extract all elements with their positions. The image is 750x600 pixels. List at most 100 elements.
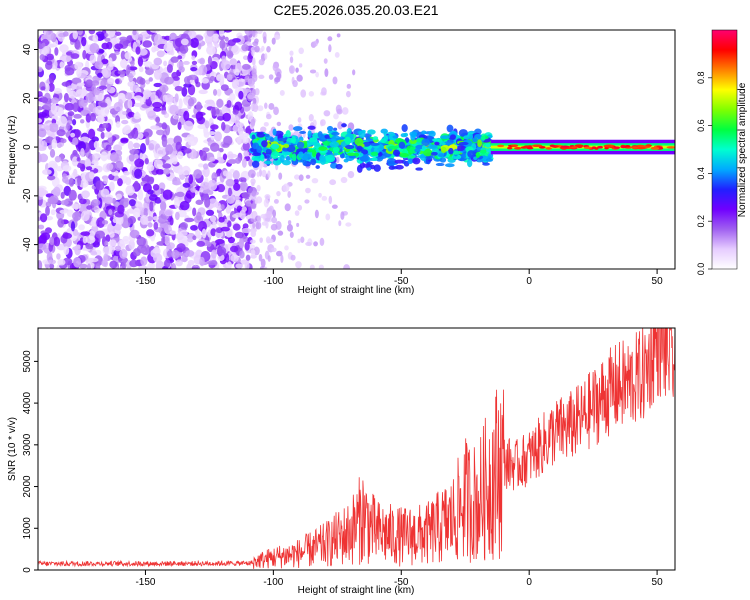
spectrogram-speckle [39, 213, 48, 223]
x-tick-label: 0 [526, 577, 532, 588]
spectrogram-speckle [331, 204, 338, 209]
spectrogram-speckle [89, 171, 95, 180]
spectrogram-speckle [147, 262, 154, 269]
spectrogram-speckle [73, 168, 78, 177]
spectrogram-line-peak [603, 144, 612, 148]
spectrogram-speckle [92, 34, 99, 43]
spectrogram-speckle [258, 254, 263, 262]
spectrogram-speckle [148, 143, 155, 151]
spectrogram-speckle [129, 229, 140, 239]
spectrogram-speckle [76, 82, 85, 87]
spectrogram-speckle [114, 43, 124, 50]
spectrogram-speckle [220, 84, 229, 92]
spectrogram-speckle [250, 249, 256, 256]
spectrogram-speckle [209, 75, 216, 82]
spectrogram-band-blob [307, 148, 314, 153]
spectrogram-line-peak [574, 144, 584, 147]
spectrogram-band-blob [356, 164, 363, 173]
spectrogram-speckle [148, 194, 158, 202]
spectrogram-speckle [226, 74, 233, 81]
spectrogram-band-blob [307, 130, 312, 138]
spectrogram-speckle [251, 68, 257, 77]
spectrogram-speckle [338, 220, 342, 227]
spectrogram-speckle [196, 211, 202, 221]
spectrogram-speckle [209, 215, 217, 223]
spectrogram-speckle [226, 50, 234, 59]
spectrogram-speckle [266, 46, 271, 53]
spectrogram-speckle [229, 58, 237, 66]
spectrogram-speckle [195, 111, 204, 121]
spectrogram-band-blob [277, 137, 287, 142]
spectrogram-speckle [175, 191, 185, 198]
spectrogram-speckle [150, 125, 160, 130]
spectrogram-speckle [118, 256, 128, 264]
spectrogram-line-peak [636, 146, 646, 150]
spectrogram-speckle [209, 156, 216, 162]
spectrogram-speckle [324, 68, 329, 78]
spectrogram-speckle [139, 77, 146, 85]
spectrogram-speckle [164, 259, 171, 268]
spectrogram-speckle [313, 241, 318, 247]
spectrogram-speckle [268, 74, 274, 80]
spectrogram-speckle [179, 222, 188, 230]
spectrogram-speckle [121, 261, 127, 269]
spectrogram-band-blob [467, 150, 475, 158]
spectrogram-y-ticks: -40 -20 0 20 40 [22, 44, 38, 252]
spectrogram-speckle [298, 63, 303, 68]
spectrogram-speckle [214, 131, 222, 142]
spectrogram-speckle [136, 236, 147, 247]
spectrogram-speckle [38, 260, 43, 269]
spectrogram-speckle [180, 256, 188, 263]
spectrogram-speckle [260, 126, 267, 133]
spectrogram-band-blob [388, 145, 398, 150]
spectrogram-speckle [85, 92, 94, 103]
spectrogram-speckle [64, 102, 75, 111]
spectrogram-band-blob [398, 141, 406, 149]
spectrogram-speckle [101, 58, 109, 65]
spectrogram-speckle [197, 124, 207, 130]
spectrogram-speckle [132, 30, 137, 36]
spectrogram-band-blob [333, 127, 338, 131]
x-tick-label: 0 [526, 276, 532, 287]
spectrogram-speckle [230, 245, 239, 253]
y-tick-label: 40 [22, 44, 33, 56]
spectrogram-speckle [260, 258, 266, 268]
spectrogram-speckle [114, 223, 122, 231]
spectrogram-speckle [115, 193, 123, 200]
spectrogram-speckle [340, 211, 345, 220]
spectrogram-speckle [169, 104, 179, 115]
spectrogram-speckle [40, 232, 51, 241]
spectrogram-speckle [218, 30, 225, 37]
spectrogram-speckle [48, 259, 56, 265]
spectrogram-speckle [137, 56, 144, 67]
spectrogram-speckle [106, 30, 116, 38]
spectrogram-speckle [216, 88, 222, 97]
colorbar-tick-label: 0.6 [696, 119, 706, 132]
spectrogram-speckle [309, 264, 315, 269]
spectrogram-line-peak [526, 146, 534, 150]
spectrogram-band-blob [443, 141, 453, 146]
spectrogram-speckle [56, 142, 62, 149]
spectrogram-speckle [251, 88, 257, 97]
spectrogram-speckle [190, 187, 196, 193]
spectrogram-speckle [103, 177, 108, 185]
spectrogram-speckle [152, 184, 160, 191]
spectrogram-speckle [276, 121, 282, 127]
spectrogram-speckle [237, 78, 246, 87]
spectrogram-speckle [38, 139, 44, 149]
spectrogram-speckle [177, 169, 183, 175]
spectrogram-speckle [120, 138, 129, 144]
colorbar-tick-label: 0.0 [696, 263, 706, 276]
spectrogram-speckle [236, 136, 242, 145]
spectrogram-speckle [195, 230, 201, 239]
spectrogram-speckle [297, 238, 301, 244]
spectrogram-line-peak [631, 145, 638, 149]
spectrogram-band-blob [407, 158, 414, 164]
spectrogram-speckle [171, 249, 180, 260]
spectrogram-speckle [54, 155, 62, 163]
spectrogram-speckle [163, 43, 173, 52]
spectrogram-speckle [279, 90, 285, 96]
spectrogram-speckle [245, 200, 252, 207]
spectrogram-speckle [95, 230, 106, 239]
